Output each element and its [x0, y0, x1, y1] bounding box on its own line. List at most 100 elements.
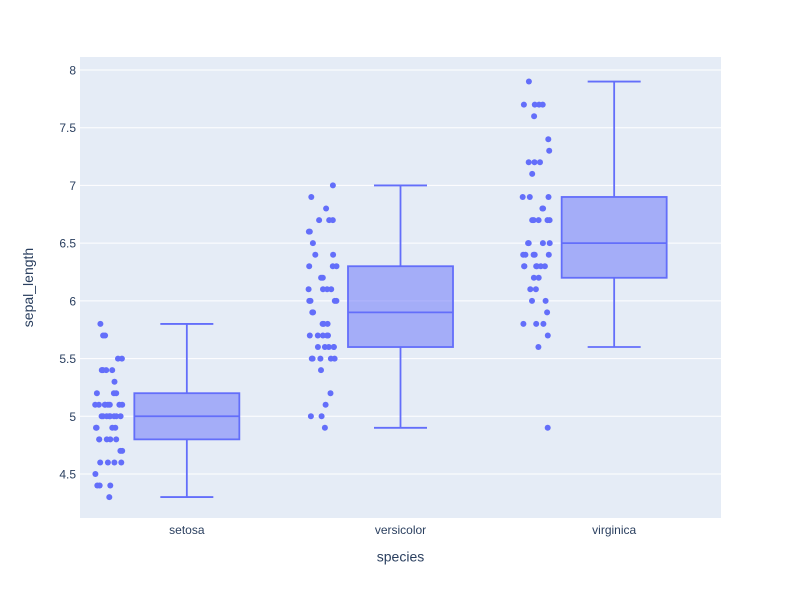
data-point-setosa[interactable]	[111, 459, 118, 466]
data-point-virginica[interactable]	[540, 205, 547, 212]
data-point-versicolor[interactable]	[306, 332, 313, 339]
box-versicolor[interactable]	[347, 265, 454, 348]
data-point-versicolor[interactable]	[318, 274, 325, 281]
data-point-versicolor[interactable]	[317, 355, 324, 362]
data-point-virginica[interactable]	[544, 309, 551, 316]
data-point-versicolor[interactable]	[329, 263, 336, 270]
data-point-setosa[interactable]	[100, 332, 107, 339]
data-point-virginica[interactable]	[545, 251, 552, 258]
data-point-virginica[interactable]	[546, 147, 553, 154]
data-point-setosa[interactable]	[93, 390, 100, 397]
data-point-virginica[interactable]	[537, 159, 543, 166]
data-point-setosa[interactable]	[94, 482, 101, 489]
data-point-virginica[interactable]	[536, 101, 543, 108]
data-point-virginica[interactable]	[530, 274, 537, 281]
data-point-versicolor[interactable]	[326, 217, 333, 224]
box-virginica[interactable]	[560, 196, 668, 279]
data-point-virginica[interactable]	[533, 263, 540, 270]
data-point-versicolor[interactable]	[324, 332, 331, 339]
data-point-versicolor[interactable]	[319, 332, 326, 339]
data-point-versicolor[interactable]	[306, 263, 313, 270]
data-point-setosa[interactable]	[109, 424, 116, 431]
data-point-virginica[interactable]	[520, 320, 527, 327]
data-point-setosa[interactable]	[106, 494, 113, 501]
data-point-versicolor[interactable]	[328, 286, 335, 293]
data-point-virginica[interactable]	[529, 217, 536, 224]
data-point-virginica[interactable]	[539, 240, 546, 247]
data-point-setosa[interactable]	[117, 447, 124, 454]
data-point-setosa[interactable]	[113, 436, 120, 443]
data-point-virginica[interactable]	[529, 170, 536, 177]
data-point-versicolor[interactable]	[309, 309, 316, 316]
data-point-virginica[interactable]	[529, 297, 535, 304]
data-point-versicolor[interactable]	[327, 390, 334, 397]
data-point-setosa[interactable]	[97, 320, 104, 327]
data-point-virginica[interactable]	[533, 320, 540, 327]
data-point-setosa[interactable]	[109, 367, 116, 374]
data-point-versicolor[interactable]	[306, 228, 313, 235]
data-point-setosa[interactable]	[93, 424, 99, 431]
data-point-virginica[interactable]	[521, 263, 528, 270]
data-point-versicolor[interactable]	[323, 205, 330, 212]
data-point-virginica[interactable]	[531, 101, 538, 108]
data-point-setosa[interactable]	[103, 413, 110, 420]
data-point-versicolor[interactable]	[330, 344, 337, 350]
data-point-virginica[interactable]	[531, 113, 538, 120]
data-point-setosa[interactable]	[92, 471, 99, 477]
data-point-virginica[interactable]	[520, 251, 527, 258]
data-point-virginica[interactable]	[531, 159, 538, 166]
data-point-versicolor[interactable]	[318, 367, 324, 374]
data-point-virginica[interactable]	[531, 251, 538, 258]
data-point-versicolor[interactable]	[308, 194, 315, 200]
data-point-virginica[interactable]	[535, 344, 542, 350]
data-point-virginica[interactable]	[525, 240, 532, 247]
data-point-versicolor[interactable]	[307, 413, 314, 420]
data-point-virginica[interactable]	[532, 286, 539, 293]
data-point-setosa[interactable]	[110, 390, 117, 397]
data-point-versicolor[interactable]	[312, 251, 319, 258]
data-point-setosa[interactable]	[115, 355, 121, 362]
data-point-virginica[interactable]	[542, 297, 549, 304]
data-point-setosa[interactable]	[95, 401, 102, 408]
data-point-versicolor[interactable]	[320, 286, 326, 293]
data-point-virginica[interactable]	[544, 424, 551, 431]
data-point-setosa[interactable]	[116, 401, 123, 408]
data-point-setosa[interactable]	[118, 459, 125, 466]
data-point-virginica[interactable]	[525, 159, 532, 166]
data-point-versicolor[interactable]	[322, 401, 329, 408]
data-point-versicolor[interactable]	[319, 320, 326, 327]
data-point-versicolor[interactable]	[329, 182, 336, 189]
data-point-versicolor[interactable]	[309, 240, 316, 247]
data-point-virginica[interactable]	[541, 263, 548, 270]
data-point-versicolor[interactable]	[324, 320, 331, 327]
data-point-virginica[interactable]	[535, 217, 542, 224]
data-point-virginica[interactable]	[525, 78, 532, 85]
data-point-versicolor[interactable]	[325, 344, 332, 350]
data-point-virginica[interactable]	[527, 286, 534, 293]
data-point-setosa[interactable]	[96, 436, 103, 443]
data-point-versicolor[interactable]	[314, 344, 321, 350]
data-point-versicolor[interactable]	[305, 286, 312, 293]
data-point-virginica[interactable]	[537, 263, 544, 270]
data-point-virginica[interactable]	[535, 274, 542, 281]
data-point-setosa[interactable]	[98, 367, 105, 374]
data-point-setosa[interactable]	[111, 413, 118, 420]
data-point-virginica[interactable]	[520, 101, 527, 108]
data-point-setosa[interactable]	[111, 378, 118, 385]
data-point-versicolor[interactable]	[330, 251, 337, 258]
data-point-setosa[interactable]	[107, 482, 114, 489]
data-point-virginica[interactable]	[526, 194, 533, 200]
data-point-versicolor[interactable]	[316, 217, 323, 224]
data-point-versicolor[interactable]	[306, 297, 313, 304]
data-point-setosa[interactable]	[97, 459, 104, 466]
data-point-versicolor[interactable]	[314, 332, 321, 339]
data-point-virginica[interactable]	[545, 194, 552, 200]
data-point-versicolor[interactable]	[327, 355, 334, 362]
data-point-virginica[interactable]	[546, 240, 553, 247]
data-point-versicolor[interactable]	[321, 424, 328, 431]
data-point-setosa[interactable]	[103, 436, 110, 443]
data-point-versicolor[interactable]	[318, 413, 325, 420]
data-point-virginica[interactable]	[545, 136, 552, 143]
data-point-virginica[interactable]	[546, 217, 553, 224]
